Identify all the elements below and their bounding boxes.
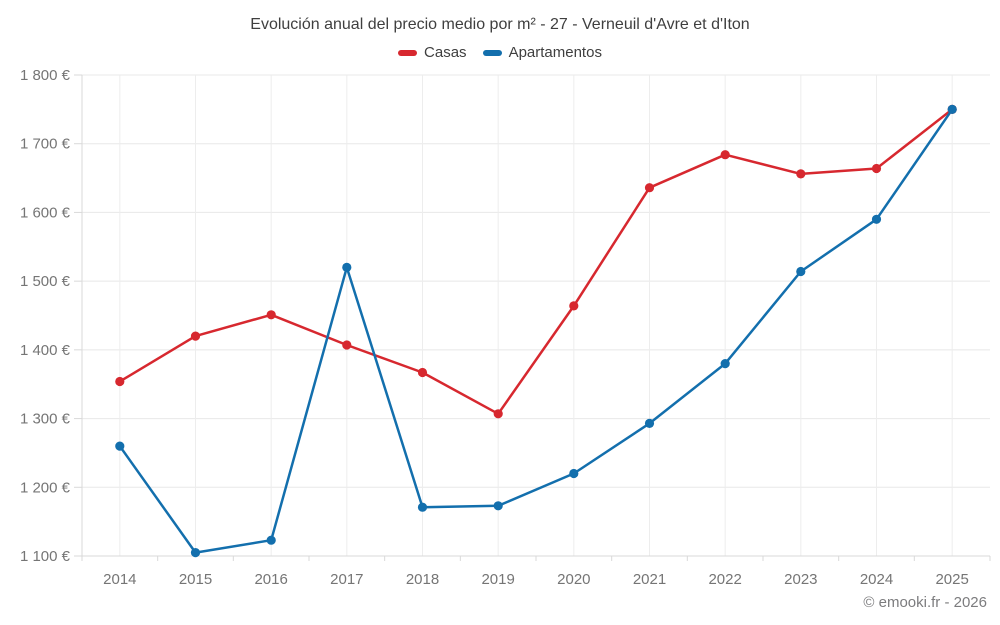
series-line-apartamentos	[118, 108, 954, 554]
data-point-apartamentos-2014[interactable]	[115, 441, 125, 451]
series-points-apartamentos	[115, 104, 957, 558]
x-gridlines: 2014 2015 2016 2017 2018 2019 2020 2021 2022 2023…	[81, 75, 991, 588]
data-point-apartamentos-2015[interactable]	[190, 548, 201, 558]
data-point-apartamentos-2021[interactable]	[644, 418, 655, 428]
x-tick-label: 2015	[179, 571, 212, 588]
data-point-apartamentos-2025[interactable]	[947, 104, 957, 114]
y-tick-label: 1 200 €	[20, 479, 71, 496]
data-point-apartamentos-2018[interactable]	[417, 502, 428, 512]
data-point-apartamentos-2019[interactable]	[493, 501, 503, 511]
x-tick-label: 2018	[406, 571, 439, 588]
data-point-casas-2021[interactable]	[644, 183, 655, 193]
data-point-casas-2022[interactable]	[720, 150, 730, 160]
data-point-casas-2019[interactable]	[493, 409, 503, 419]
y-tick-label: 1 600 €	[20, 204, 71, 221]
legend-label-apartamentos: Apartamentos	[508, 44, 602, 61]
x-tick-label: 2016	[254, 571, 287, 588]
series-line-casas	[118, 108, 954, 416]
x-tick-label: 2024	[860, 571, 893, 588]
y-tick-label: 1 500 €	[20, 273, 71, 290]
x-tick-label: 2021	[633, 571, 666, 588]
data-point-casas-2020[interactable]	[569, 301, 579, 311]
data-point-casas-2015[interactable]	[190, 331, 201, 341]
y-tick-label: 1 800 €	[20, 67, 71, 84]
data-point-casas-2014[interactable]	[115, 376, 125, 387]
legend-label-casas: Casas	[424, 44, 467, 61]
data-point-casas-2017[interactable]	[342, 340, 352, 350]
data-point-apartamentos-2024[interactable]	[871, 214, 882, 224]
chart-footer-credit: © emooki.fr - 2026	[863, 594, 987, 611]
series-points-casas	[115, 104, 957, 419]
chart-title: Evolución anual del precio medio por m² …	[250, 16, 750, 33]
y-tick-label: 1 700 €	[20, 136, 71, 153]
data-point-apartamentos-2022[interactable]	[720, 359, 730, 369]
x-tick-label: 2014	[103, 571, 136, 588]
x-tick-label: 2025	[935, 571, 968, 588]
chart-legend: Casas Apartamentos	[0, 44, 1000, 61]
x-tick-label: 2020	[557, 571, 590, 588]
legend-item-apartamentos[interactable]: Apartamentos	[482, 44, 602, 61]
x-tick-label: 2023	[784, 571, 817, 588]
data-point-apartamentos-2016[interactable]	[266, 535, 276, 545]
data-point-casas-2024[interactable]	[871, 163, 882, 174]
y-tick-label: 1 100 €	[20, 548, 71, 565]
data-point-apartamentos-2017[interactable]	[342, 262, 352, 272]
y-gridlines: 1 100 € 1 200 € 1 300 € 1 400 € 1 500 € 1 600…	[20, 67, 990, 565]
x-tick-label: 2022	[708, 571, 741, 588]
y-tick-label: 1 300 €	[20, 411, 71, 428]
y-tick-label: 1 400 €	[20, 342, 71, 359]
data-point-casas-2016[interactable]	[266, 310, 276, 320]
data-point-casas-2018[interactable]	[417, 367, 428, 378]
x-tick-label: 2017	[330, 571, 363, 588]
legend-item-casas[interactable]: Casas	[398, 44, 467, 61]
data-point-casas-2023[interactable]	[796, 169, 806, 179]
data-point-apartamentos-2023[interactable]	[796, 266, 806, 277]
x-tick-label: 2019	[481, 571, 514, 588]
data-point-apartamentos-2020[interactable]	[569, 468, 579, 479]
apartamentos-series-swatch	[482, 49, 502, 56]
casas-series-swatch	[398, 49, 418, 56]
